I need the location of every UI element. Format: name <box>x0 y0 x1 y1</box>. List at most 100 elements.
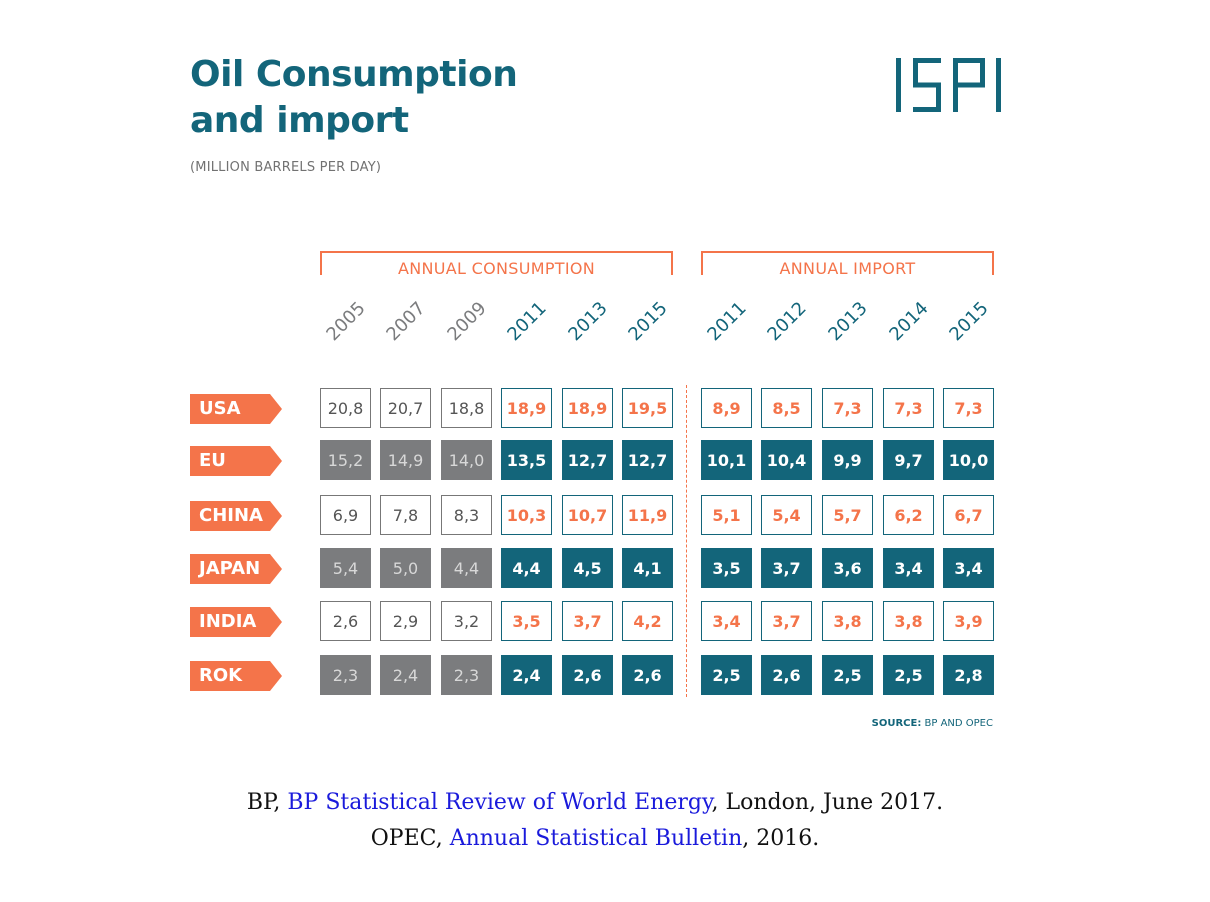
cell-india-import-2011: 3,4 <box>701 601 752 641</box>
country-label-eu: EU <box>190 446 282 476</box>
cell-usa-consumption-2013: 18,9 <box>562 388 613 428</box>
cell-china-consumption-2007: 7,8 <box>380 495 431 535</box>
cell-usa-consumption-2005: 20,8 <box>320 388 371 428</box>
cell-china-import-2013: 5,7 <box>822 495 873 535</box>
cell-eu-import-2013: 9,9 <box>822 440 873 480</box>
cell-japan-consumption-2007: 5,0 <box>380 548 431 588</box>
cell-usa-consumption-2015: 19,5 <box>622 388 673 428</box>
reference-opec-suffix: , 2016. <box>742 826 820 851</box>
cell-china-consumption-2015: 11,9 <box>622 495 673 535</box>
year-header-annual-import-2011: 2011 <box>702 297 751 346</box>
cell-india-import-2015: 3,9 <box>943 601 994 641</box>
group-bracket-annual-consumption <box>320 251 673 275</box>
cell-eu-consumption-2007: 14,9 <box>380 440 431 480</box>
source-label: SOURCE: <box>871 718 922 729</box>
year-header-annual-import-2014: 2014 <box>884 297 933 346</box>
cell-eu-consumption-2015: 12,7 <box>622 440 673 480</box>
group-label-annual-import: ANNUAL IMPORT <box>779 259 916 278</box>
cell-japan-consumption-2015: 4,1 <box>622 548 673 588</box>
cell-rok-consumption-2005: 2,3 <box>320 655 371 695</box>
year-header-annual-import-2015: 2015 <box>944 297 993 346</box>
cell-rok-consumption-2011: 2,4 <box>501 655 552 695</box>
cell-china-consumption-2013: 10,7 <box>562 495 613 535</box>
cell-india-import-2013: 3,8 <box>822 601 873 641</box>
title-line-2: and import <box>190 100 409 141</box>
cell-usa-consumption-2011: 18,9 <box>501 388 552 428</box>
cell-rok-consumption-2009: 2,3 <box>441 655 492 695</box>
cell-eu-consumption-2011: 13,5 <box>501 440 552 480</box>
cell-india-consumption-2011: 3,5 <box>501 601 552 641</box>
reference-bp-suffix: , London, June 2017. <box>711 790 944 815</box>
cell-japan-import-2014: 3,4 <box>883 548 934 588</box>
year-header-annual-consumption-2015: 2015 <box>623 297 672 346</box>
ispi-logo <box>896 58 1001 112</box>
year-header-annual-consumption-2007: 2007 <box>381 297 430 346</box>
cell-usa-consumption-2009: 18,8 <box>441 388 492 428</box>
cell-eu-consumption-2009: 14,0 <box>441 440 492 480</box>
references: BP, BP Statistical Review of World Energ… <box>0 785 1190 857</box>
cell-india-consumption-2005: 2,6 <box>320 601 371 641</box>
cell-china-import-2015: 6,7 <box>943 495 994 535</box>
cell-india-consumption-2007: 2,9 <box>380 601 431 641</box>
group-bracket-annual-import <box>701 251 994 275</box>
cell-rok-import-2014: 2,5 <box>883 655 934 695</box>
cell-rok-import-2012: 2,6 <box>761 655 812 695</box>
cell-china-consumption-2009: 8,3 <box>441 495 492 535</box>
cell-japan-consumption-2005: 5,4 <box>320 548 371 588</box>
reference-opec: OPEC, Annual Statistical Bulletin, 2016. <box>0 821 1190 857</box>
reference-bp-prefix: BP, <box>246 790 288 815</box>
cell-india-consumption-2015: 4,2 <box>622 601 673 641</box>
cell-japan-import-2012: 3,7 <box>761 548 812 588</box>
cell-japan-consumption-2013: 4,5 <box>562 548 613 588</box>
cell-china-import-2014: 6,2 <box>883 495 934 535</box>
source-note: SOURCE: BP AND OPEC <box>700 718 993 729</box>
cell-india-import-2012: 3,7 <box>761 601 812 641</box>
country-label-rok: ROK <box>190 661 282 691</box>
cell-japan-consumption-2011: 4,4 <box>501 548 552 588</box>
cell-china-consumption-2005: 6,9 <box>320 495 371 535</box>
group-label-annual-consumption: ANNUAL CONSUMPTION <box>397 259 596 278</box>
year-header-annual-consumption-2005: 2005 <box>321 297 370 346</box>
cell-rok-import-2011: 2,5 <box>701 655 752 695</box>
page-title: Oil Consumption and import <box>190 52 518 144</box>
cell-usa-import-2015: 7,3 <box>943 388 994 428</box>
cell-usa-import-2012: 8,5 <box>761 388 812 428</box>
country-label-china: CHINA <box>190 501 282 531</box>
cell-eu-import-2014: 9,7 <box>883 440 934 480</box>
cell-india-import-2014: 3,8 <box>883 601 934 641</box>
cell-usa-import-2014: 7,3 <box>883 388 934 428</box>
reference-bp-link[interactable]: BP Statistical Review of World Energy <box>287 790 712 815</box>
reference-opec-link[interactable]: Annual Statistical Bulletin <box>449 826 743 851</box>
cell-eu-consumption-2013: 12,7 <box>562 440 613 480</box>
cell-usa-consumption-2007: 20,7 <box>380 388 431 428</box>
cell-rok-import-2013: 2,5 <box>822 655 873 695</box>
cell-rok-consumption-2013: 2,6 <box>562 655 613 695</box>
cell-rok-consumption-2015: 2,6 <box>622 655 673 695</box>
reference-opec-prefix: OPEC, <box>370 826 450 851</box>
cell-japan-import-2013: 3,6 <box>822 548 873 588</box>
year-header-annual-consumption-2011: 2011 <box>502 297 551 346</box>
country-label-usa: USA <box>190 394 282 424</box>
cell-rok-import-2015: 2,8 <box>943 655 994 695</box>
cell-japan-import-2011: 3,5 <box>701 548 752 588</box>
cell-rok-consumption-2007: 2,4 <box>380 655 431 695</box>
cell-japan-consumption-2009: 4,4 <box>441 548 492 588</box>
cell-china-import-2011: 5,1 <box>701 495 752 535</box>
source-text: BP AND OPEC <box>924 718 993 729</box>
cell-india-consumption-2013: 3,7 <box>562 601 613 641</box>
cell-eu-import-2011: 10,1 <box>701 440 752 480</box>
year-header-annual-import-2013: 2013 <box>823 297 872 346</box>
cell-usa-import-2011: 8,9 <box>701 388 752 428</box>
cell-india-consumption-2009: 3,2 <box>441 601 492 641</box>
cell-china-import-2012: 5,4 <box>761 495 812 535</box>
country-label-japan: JAPAN <box>190 554 282 584</box>
year-header-annual-consumption-2013: 2013 <box>563 297 612 346</box>
cell-eu-consumption-2005: 15,2 <box>320 440 371 480</box>
cell-japan-import-2015: 3,4 <box>943 548 994 588</box>
country-label-india: INDIA <box>190 607 282 637</box>
subtitle: (MILLION BARRELS PER DAY) <box>190 160 382 175</box>
title-line-1: Oil Consumption <box>190 54 518 95</box>
reference-bp: BP, BP Statistical Review of World Energ… <box>0 785 1190 821</box>
cell-eu-import-2015: 10,0 <box>943 440 994 480</box>
year-header-annual-consumption-2009: 2009 <box>442 297 491 346</box>
